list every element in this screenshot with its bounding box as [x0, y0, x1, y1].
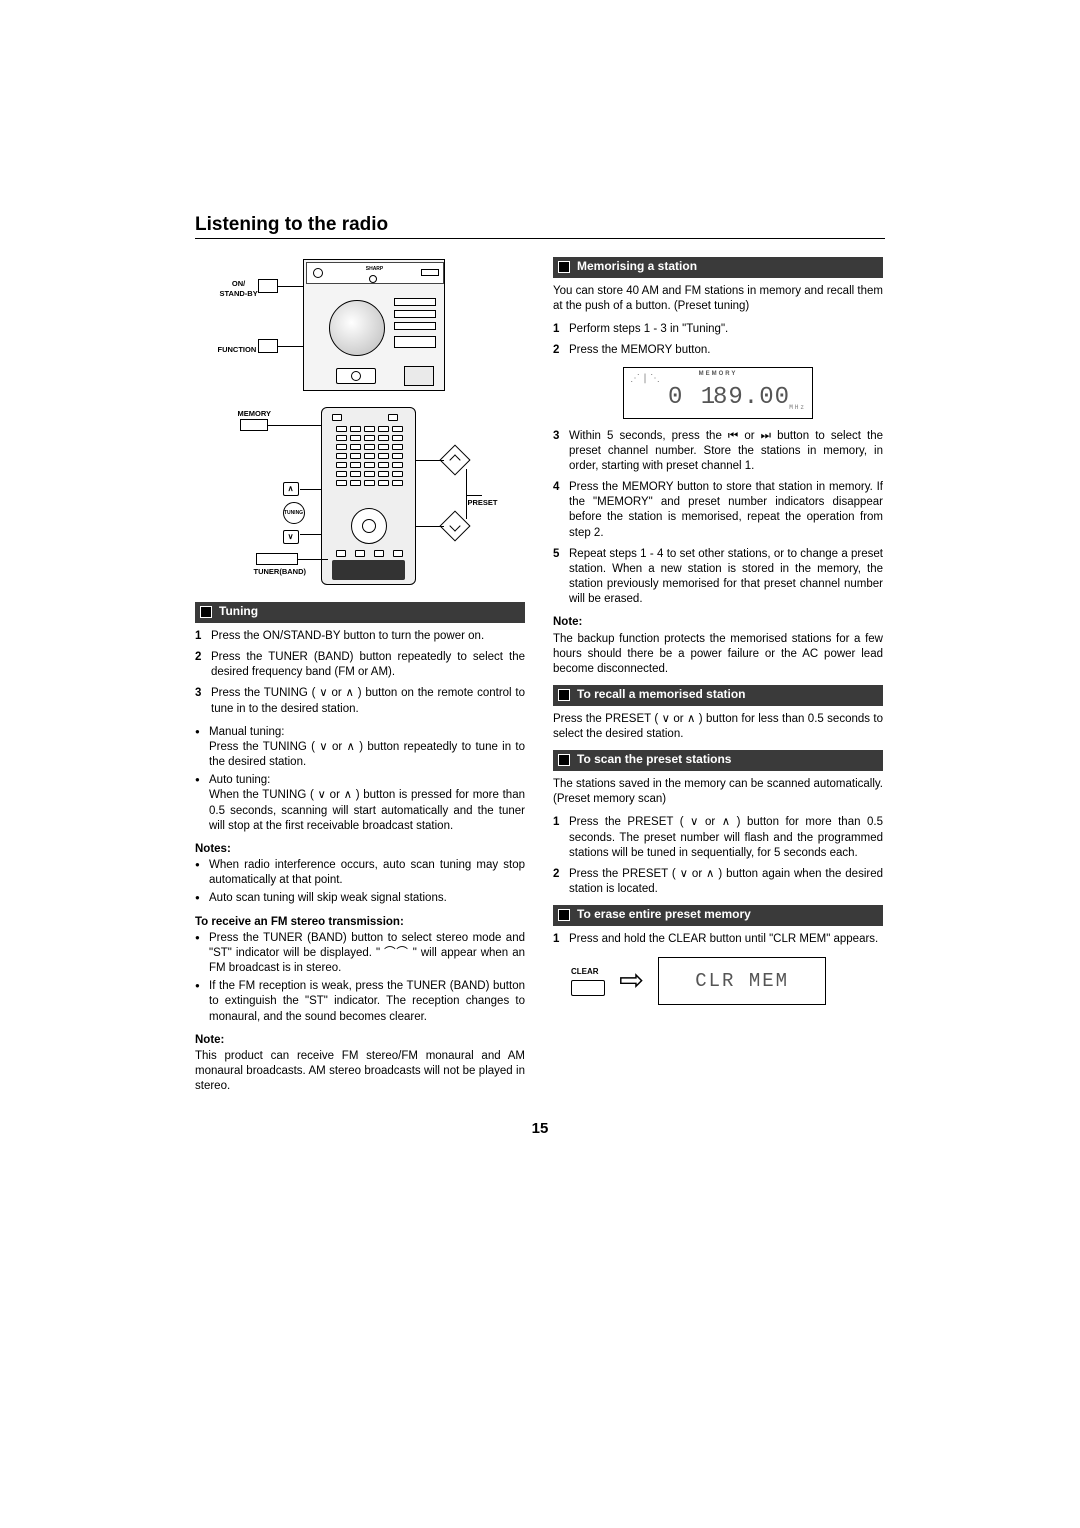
tuning-steps: 1Press the ON/STAND-BY button to turn th… [195, 629, 525, 717]
step-item: 1Press the ON/STAND-BY button to turn th… [195, 629, 525, 644]
arrow-right-icon: ⇨ [619, 966, 644, 996]
notes-heading: Notes: [195, 842, 525, 857]
label-memory: MEMORY [238, 409, 271, 419]
label-function: FUNCTION [218, 345, 257, 355]
two-column-layout: ON/ STAND-BY FUNCTION SHARP [195, 257, 885, 1102]
square-bullet-icon [201, 607, 211, 617]
section-erase: To erase entire preset memory [553, 905, 883, 926]
right-column: Memorising a station You can store 40 AM… [553, 257, 883, 1102]
bullet-item: When radio interference occurs, auto sca… [195, 858, 525, 888]
lcd-clr-display: CLR MEM [658, 957, 826, 1005]
volume-knob-icon [329, 300, 385, 356]
callout-on-standby [258, 279, 278, 293]
square-bullet-icon [559, 755, 569, 765]
cd-tray-icon [336, 368, 376, 384]
label-tuner-band: TUNER(BAND) [254, 567, 307, 577]
bullet-item: Press the TUNER (BAND) button to select … [195, 931, 525, 977]
bullet-item: Auto scan tuning will skip weak signal s… [195, 891, 525, 906]
square-bullet-icon [559, 262, 569, 272]
label-preset: PRESET [468, 498, 498, 508]
left-column: ON/ STAND-BY FUNCTION SHARP [195, 257, 525, 1102]
callout-function [258, 339, 278, 353]
manual-page: Listening to the radio ON/ STAND-BY FUNC… [195, 214, 885, 1137]
section-memorising: Memorising a station [553, 257, 883, 278]
main-unit: SHARP [303, 259, 445, 391]
cassette-icon [404, 366, 434, 386]
step-item: 3Press the TUNING ( ∨ or ∧ ) button on t… [195, 686, 525, 716]
section-scan: To scan the preset stations [553, 750, 883, 771]
remote-dpad-icon [351, 508, 387, 544]
note-text: This product can receive FM stereo/FM mo… [195, 1049, 525, 1095]
device-illustration: ON/ STAND-BY FUNCTION SHARP [218, 257, 503, 592]
step-item: 4Press the MEMORY button to store that s… [553, 480, 883, 541]
callout-memory [240, 419, 268, 431]
page-number: 15 [195, 1120, 885, 1137]
page-title: Listening to the radio [195, 214, 885, 239]
step-item: 2Press the TUNER (BAND) button repeatedl… [195, 650, 525, 680]
step-item: 5Repeat steps 1 - 4 to set other station… [553, 547, 883, 608]
section-tuning: Tuning [195, 602, 525, 623]
bullet-item: Manual tuning:Press the TUNING ( ∨ or ∧ … [195, 725, 525, 771]
section-recall: To recall a memorised station [553, 685, 883, 706]
step-item: 1Press and hold the CLEAR button until "… [553, 932, 883, 947]
radio-signal-icon: ⋰|⋱ [630, 372, 662, 385]
label-on-standby: ON/ STAND-BY [220, 279, 258, 299]
note-heading: Note: [195, 1033, 525, 1048]
bullet-item: Auto tuning:When the TUNING ( ∨ or ∧ ) b… [195, 773, 525, 834]
square-bullet-icon [559, 910, 569, 920]
lcd-memory-display: ⋰|⋱ MEMORY 0 1 89.00 MHz [623, 367, 813, 419]
step-item: 1Press the PRESET ( ∨ or ∧ ) button for … [553, 815, 883, 861]
step-item: 3Within 5 seconds, press the ⏮ or ⏭ butt… [553, 429, 883, 475]
clear-key-icon: CLEAR [571, 967, 605, 996]
step-item: 2Press the MEMORY button. [553, 343, 883, 358]
bullet-item: If the FM reception is weak, press the T… [195, 979, 525, 1025]
remote-control [321, 407, 416, 585]
clear-illustration: CLEAR ⇨ CLR MEM [571, 957, 883, 1005]
callout-tuner-band [256, 553, 298, 565]
step-item: 2Press the PRESET ( ∨ or ∧ ) button agai… [553, 867, 883, 897]
step-item: 1Perform steps 1 - 3 in "Tuning". [553, 322, 883, 337]
fm-stereo-heading: To receive an FM stereo transmission: [195, 915, 525, 930]
square-bullet-icon [559, 690, 569, 700]
